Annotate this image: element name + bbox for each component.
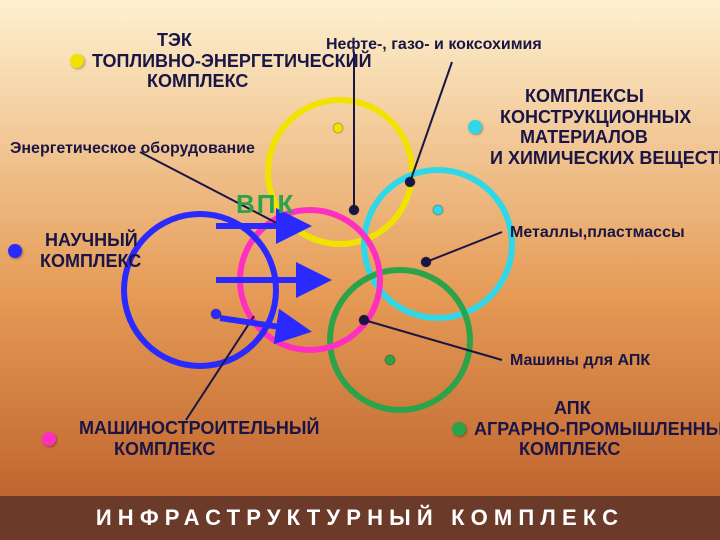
bullet-mash (42, 432, 56, 446)
dot-4 (349, 205, 359, 215)
leader-1 (410, 62, 452, 182)
title-text-nauch: НАУЧНЫЙ КОМПЛЕКС (30, 230, 141, 271)
title-text-apk: АПК АГРАРНО-ПРОМЫШЛЕННЫЙ КОМПЛЕКС (474, 398, 720, 460)
center-label-vpk: ВПК (236, 190, 295, 220)
label-neftegaz: Нефте-, газо- и коксохимия (326, 36, 542, 54)
dot-0 (333, 123, 343, 133)
leader-4 (364, 320, 502, 360)
ring-c-blue (124, 214, 276, 366)
dot-5 (405, 177, 415, 187)
bullet-tek (70, 54, 84, 68)
bullet-nauch (8, 244, 22, 258)
dot-7 (359, 315, 369, 325)
footer-text: ИНФРАСТРУКТУРНЫЙ КОМПЛЕКС (96, 505, 624, 531)
bullet-konstr (468, 120, 482, 134)
title-apk: АПК АГРАРНО-ПРОМЫШЛЕННЫЙ КОМПЛЕКС (452, 398, 720, 460)
label-mashapk: Машины для АПК (510, 352, 650, 370)
footer-bar: ИНФРАСТРУКТУРНЫЙ КОМПЛЕКС (0, 496, 720, 540)
title-konstr: КОМПЛЕКСЫ КОНСТРУКЦИОННЫХ МАТЕРИАЛОВ И Х… (468, 86, 720, 169)
title-text-konstr: КОМПЛЕКСЫ КОНСТРУКЦИОННЫХ МАТЕРИАЛОВ И Х… (490, 86, 720, 169)
title-text-mash: МАШИНОСТРОИТЕЛЬНЫЙ КОМПЛЕКС (64, 418, 319, 459)
bullet-apk (452, 422, 466, 436)
dot-2 (385, 355, 395, 365)
leader-3 (426, 232, 502, 262)
title-mash: МАШИНОСТРОИТЕЛЬНЫЙ КОМПЛЕКС (42, 418, 319, 459)
title-nauch: НАУЧНЫЙ КОМПЛЕКС (8, 230, 141, 271)
dot-1 (433, 205, 443, 215)
label-metally: Металлы,пластмассы (510, 224, 685, 242)
dot-6 (421, 257, 431, 267)
label-energoob: Энергетическое оборудование (10, 140, 255, 158)
ring-c-yellow (268, 100, 412, 244)
ring-c-cyan (364, 170, 512, 318)
dot-3 (211, 309, 221, 319)
